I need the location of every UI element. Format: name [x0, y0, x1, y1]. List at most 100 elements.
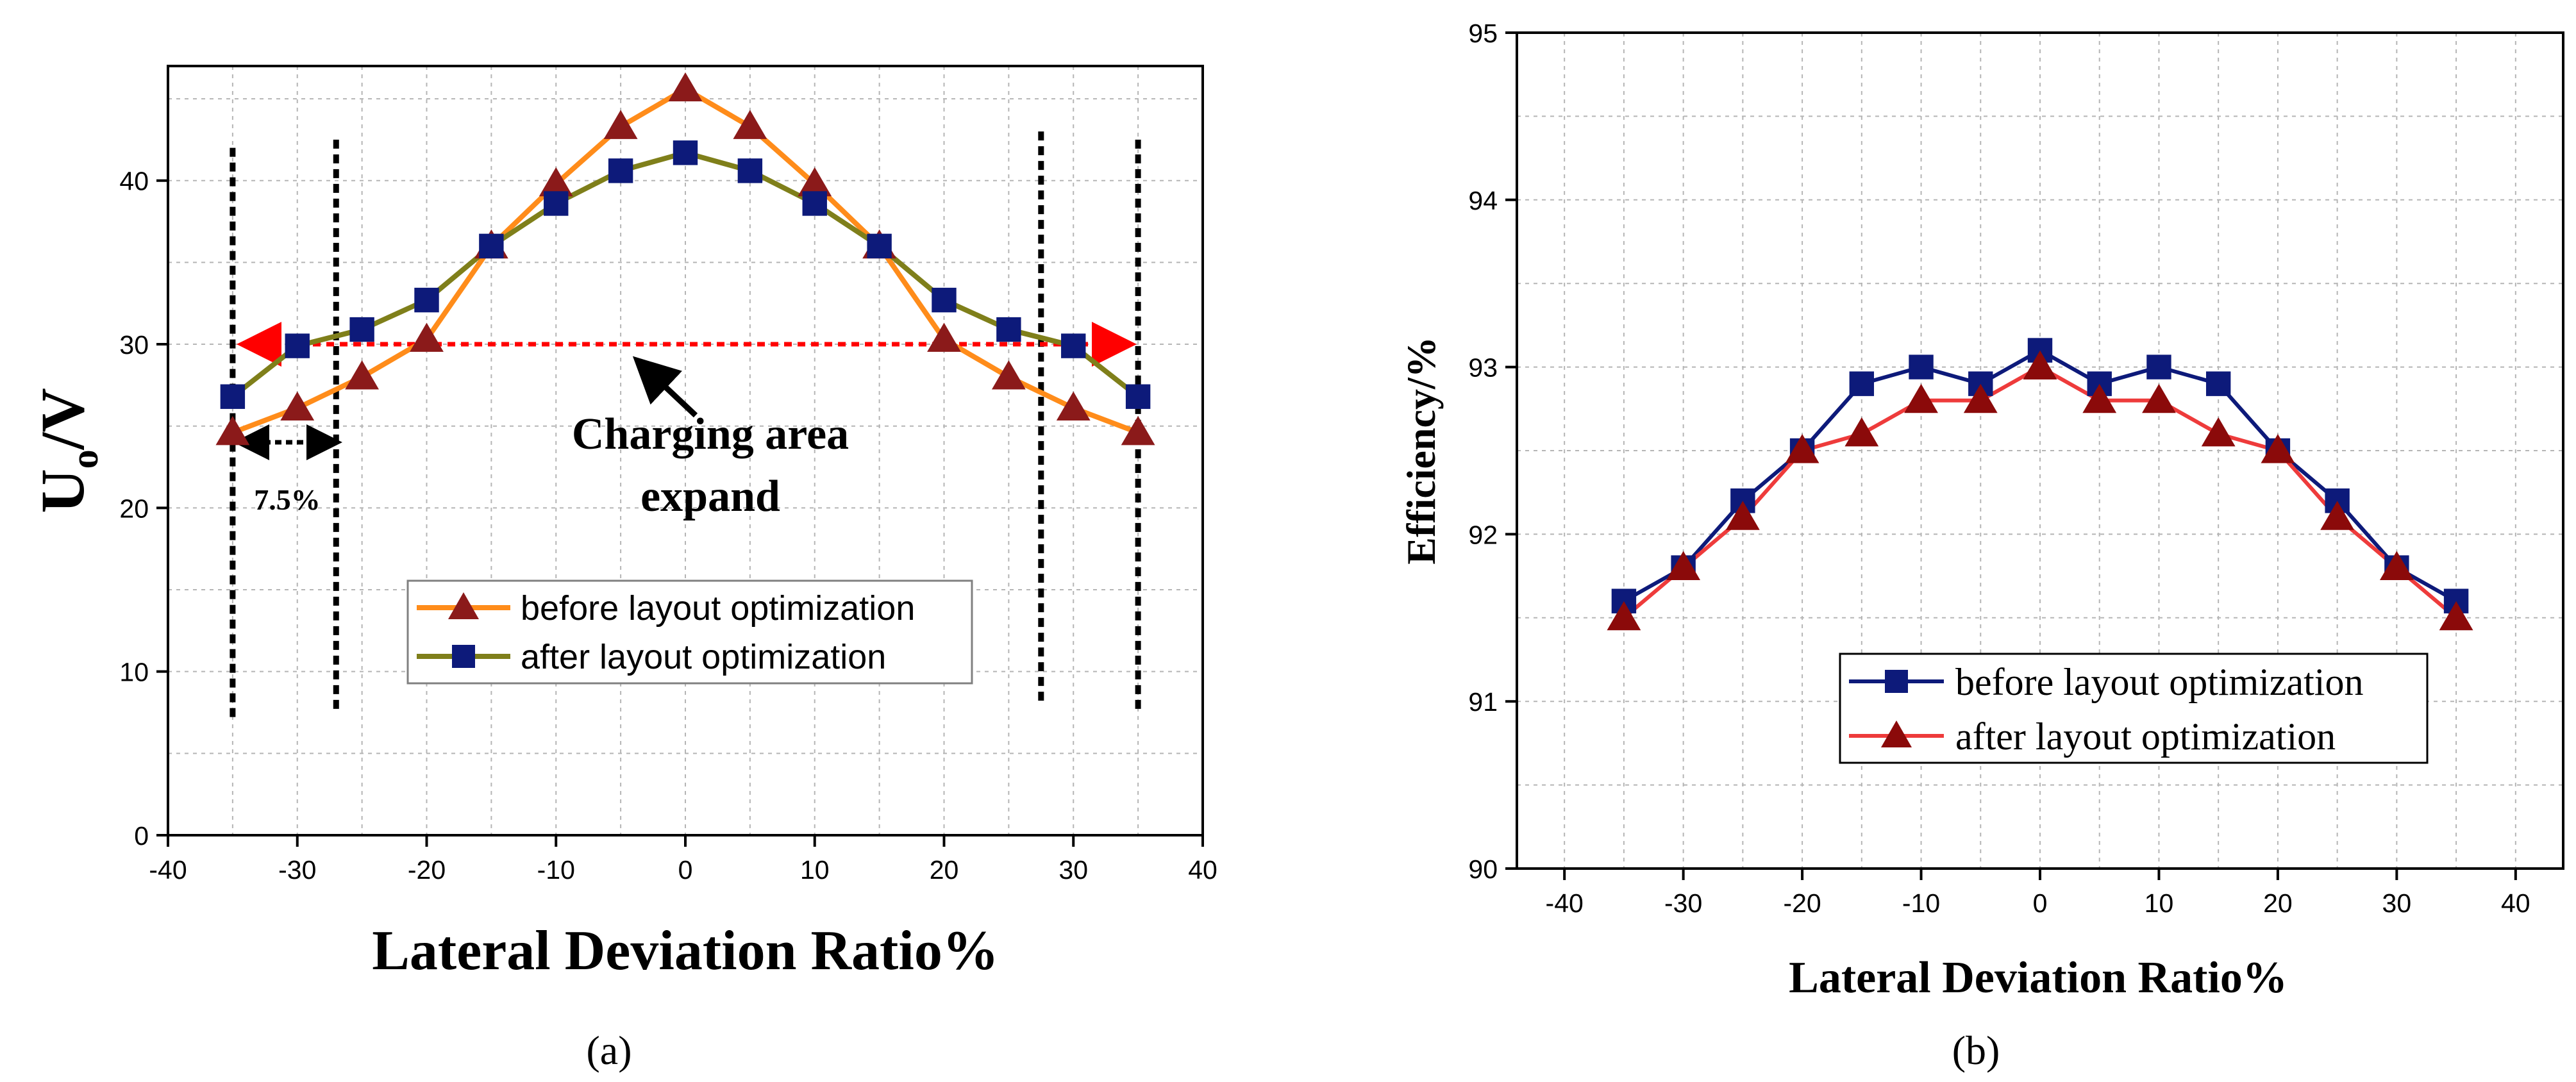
chart-b-legend-marker-after	[1881, 720, 1912, 747]
y-tick-label: 30	[119, 330, 149, 360]
data-point-before	[1121, 415, 1155, 445]
chart-b-series	[1607, 338, 2473, 631]
data-point-after	[608, 158, 633, 183]
chart-a-arrow-text-1: Charging area	[572, 410, 849, 459]
y-tick-label: 94	[1468, 186, 1498, 215]
x-tick-label: -10	[1902, 888, 1940, 918]
chart-b-legend: before layout optimization after layout …	[1839, 653, 2429, 764]
data-point-after	[1785, 434, 1819, 463]
data-point-after	[1061, 333, 1086, 358]
chart-a-legend: before layout optimization after layout …	[406, 579, 973, 685]
x-tick-label: 30	[1058, 855, 1088, 885]
data-point-before	[603, 110, 638, 139]
y-tick-label: 92	[1468, 520, 1498, 549]
data-point-before	[539, 167, 573, 197]
chart-a-caption: (a)	[586, 1028, 631, 1073]
data-point-after	[1844, 417, 1879, 447]
data-point-before	[1056, 391, 1091, 421]
x-tick-label: 10	[2145, 888, 2174, 918]
data-point-before	[798, 167, 832, 197]
data-point-before	[280, 391, 315, 421]
y-tick-label: 91	[1468, 687, 1498, 717]
data-point-after	[2439, 601, 2473, 631]
y-tick-label: 10	[119, 658, 149, 687]
data-point-after	[1125, 384, 1151, 409]
x-tick-label: 40	[2501, 888, 2530, 918]
data-point-before	[410, 322, 444, 352]
data-point-before	[733, 110, 767, 139]
x-tick-label: -20	[1783, 888, 1821, 918]
x-tick-label: -10	[537, 855, 575, 885]
chart-a-legend-label-before: before layout optimization	[521, 589, 915, 628]
chart-b-grid	[1517, 33, 2563, 869]
x-tick-label: -40	[1546, 888, 1584, 918]
annotation-pointer-arrow	[632, 356, 698, 418]
chart-b-legend-label-before: before layout optimization	[1955, 661, 2363, 703]
data-point-after	[2023, 350, 2057, 380]
x-tick-label: 20	[2263, 888, 2293, 918]
data-point-after	[2201, 417, 2236, 447]
y-tick-label: 95	[1468, 19, 1498, 48]
data-point-after	[1963, 383, 1998, 413]
chart-a-range-label: 7.5%	[254, 483, 321, 516]
data-point-before	[927, 322, 961, 352]
data-point-after	[1904, 383, 1938, 413]
data-point-after	[802, 191, 827, 216]
data-point-before	[2205, 371, 2231, 396]
data-point-after	[2320, 501, 2355, 530]
chart-a-ticks: -40 -30 -20 -10 0 10 20 30 40 0 10 20 30 40	[119, 167, 1217, 885]
data-point-after	[349, 317, 374, 342]
data-point-before	[668, 72, 703, 102]
chart-b-caption: (b)	[1952, 1028, 2000, 1073]
x-tick-label: 20	[930, 855, 959, 885]
x-tick-label: -30	[1664, 888, 1702, 918]
y-tick-label: 40	[119, 167, 149, 196]
x-tick-label: 0	[2033, 888, 2048, 918]
data-point-before	[1909, 354, 1934, 379]
chart-a-x-axis-label: Lateral Deviation Ratio%	[372, 920, 999, 982]
x-tick-label: -40	[149, 855, 187, 885]
chart-a-legend-marker-before	[448, 592, 479, 619]
data-point-after	[673, 140, 698, 165]
y-tick-label: 90	[1468, 854, 1498, 884]
data-point-after	[2261, 434, 2295, 463]
chart-a-legend-marker-after	[452, 645, 475, 668]
data-point-before	[1849, 371, 1875, 396]
chart-b-legend-label-after: after layout optimization	[1955, 715, 2336, 758]
data-point-after	[932, 287, 957, 313]
data-point-after	[479, 233, 504, 259]
data-point-after	[544, 191, 569, 216]
data-point-after	[867, 233, 892, 259]
y-tick-label: 0	[134, 821, 149, 851]
x-tick-label: 40	[1188, 855, 1217, 885]
chart-b-legend-box	[1839, 653, 2429, 764]
data-point-after	[1666, 551, 1701, 580]
data-point-before	[215, 415, 250, 445]
data-point-after	[1607, 601, 1641, 631]
chart-a-y-axis-label: Uo/V	[28, 388, 106, 513]
x-tick-label: 30	[2382, 888, 2412, 918]
data-point-after	[737, 158, 763, 183]
data-point-before	[2146, 354, 2171, 379]
chart-a-legend-box	[406, 579, 973, 685]
data-point-after	[414, 287, 439, 313]
chart-b-x-axis-label: Lateral Deviation Ratio%	[1789, 953, 2287, 1003]
chart-a-arrow-text-2: expand	[640, 472, 780, 521]
chart-b-y-axis-label: Efficiency/%	[1398, 337, 1444, 564]
data-point-after	[2142, 383, 2176, 413]
data-point-after	[2082, 383, 2117, 413]
data-point-after	[996, 317, 1021, 342]
chart-b: -40 -30 -20 -10 0 10 20 30 40 90 91 92 93 94 95 before…	[1398, 19, 2564, 1073]
data-point-after	[1725, 501, 1760, 530]
x-tick-label: -20	[408, 855, 446, 885]
x-tick-label: 0	[678, 855, 693, 885]
data-point-after	[220, 384, 246, 409]
data-point-after	[285, 333, 310, 358]
data-point-before	[345, 360, 380, 390]
data-point-before	[991, 360, 1026, 390]
x-tick-label: -30	[278, 855, 316, 885]
y-tick-label: 93	[1468, 353, 1498, 383]
x-tick-label: 10	[800, 855, 830, 885]
y-tick-label: 20	[119, 494, 149, 523]
